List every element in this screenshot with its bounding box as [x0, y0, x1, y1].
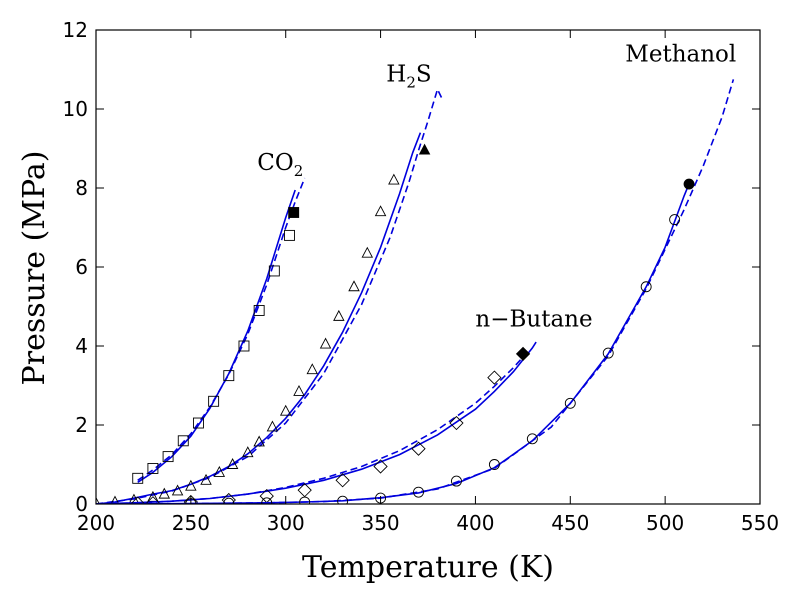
series-n-butane-critical-point — [515, 346, 531, 362]
series-methanol-point — [669, 214, 681, 226]
series-h2s-point — [171, 484, 184, 496]
x-tick-label: 550 — [741, 511, 779, 535]
series-methanol-point — [564, 397, 576, 409]
series-h2s-point — [158, 487, 171, 499]
series-methanol-point — [451, 475, 462, 487]
series-co2-point — [268, 265, 280, 277]
series-h2s-point — [388, 173, 400, 185]
series-h2s-point — [128, 493, 140, 504]
series-methanol-dashed-line — [190, 79, 735, 504]
series-n-butane-point — [449, 415, 464, 431]
series-n-butane-point — [373, 459, 388, 474]
series-h2s-point — [185, 479, 197, 491]
y-tick-label: 10 — [63, 97, 88, 121]
series-h2s-solid-line — [96, 132, 422, 504]
series-n-butane — [96, 341, 537, 504]
series-co2-point — [132, 472, 144, 484]
series-h2s-point — [96, 496, 100, 504]
series-co2-critical-point — [288, 207, 300, 218]
x-tick-label: 300 — [267, 511, 305, 535]
series-n-butane-point — [487, 370, 502, 385]
series-co2-solid-line — [137, 189, 296, 483]
series-layer — [96, 79, 735, 504]
series-n-butane-point — [145, 496, 161, 504]
x-tick-label: 400 — [456, 511, 494, 535]
series-co2-dashed-line — [137, 177, 306, 481]
series-co2-point — [192, 417, 204, 429]
series-methanol — [96, 79, 735, 504]
axes-layer: 200 250 300 350 400 450 500 550 0 2 4 6 8 10 12 CO2 H2S n… — [63, 18, 780, 535]
series-methanol-point — [261, 497, 273, 504]
y-tick-label: 6 — [75, 255, 88, 279]
series-n-butane-point — [183, 494, 198, 504]
series-co2 — [132, 177, 306, 484]
series-h2s-point — [110, 495, 120, 504]
series-h2s-point — [348, 280, 360, 292]
series-methanol-point — [640, 281, 652, 293]
series-co2-point — [208, 395, 220, 407]
series-h2s-point — [319, 337, 332, 349]
y-tick-label: 0 — [75, 492, 88, 516]
series-methanol-point — [526, 433, 538, 445]
series-methanol-point — [337, 495, 349, 504]
series-methanol-point — [413, 486, 424, 498]
series-h2s-critical-point — [418, 143, 431, 155]
series-co2-point — [238, 340, 250, 352]
series-h2s-point — [213, 465, 226, 477]
series-h2s-point — [333, 309, 345, 321]
series-h2s-point — [279, 404, 292, 416]
series-h2s-point — [306, 363, 319, 375]
y-tick-label: 4 — [75, 334, 88, 358]
series-n-butane-solid-line — [96, 341, 537, 504]
x-tick-label: 250 — [172, 511, 210, 535]
series-co2-point — [147, 463, 159, 474]
y-tick-label: 2 — [75, 413, 88, 437]
plot-frame — [95, 29, 761, 505]
series-h2s-point — [374, 205, 387, 217]
series-co2-label: CO2 — [257, 150, 303, 180]
series-co2-point — [162, 451, 174, 463]
series-n-butane-point — [411, 441, 426, 456]
y-tick-label: 12 — [63, 18, 88, 42]
series-h2s-point — [361, 246, 374, 258]
series-h2s-point — [200, 473, 212, 485]
series-h2s-label: H2S — [386, 61, 431, 91]
series-methanol-point — [488, 459, 500, 470]
series-h2s-point — [242, 446, 254, 458]
x-tick-label: 450 — [551, 511, 589, 535]
series-h2s-dashed-line — [96, 87, 444, 504]
series-methanol-point — [602, 347, 614, 359]
y-tick-label: 8 — [75, 176, 88, 200]
series-methanol-label: Methanol — [625, 42, 736, 68]
series-co2-point — [284, 229, 295, 241]
series-n-butane-point — [130, 496, 145, 504]
series-methanol-critical-point — [683, 178, 695, 190]
x-tick-label: 500 — [646, 511, 684, 535]
series-n-butane-point — [335, 473, 350, 488]
series-n-butane-label: n−Butane — [475, 306, 592, 332]
x-tick-label: 200 — [77, 511, 115, 535]
series-methanol-point — [299, 496, 311, 504]
series-methanol-point — [223, 497, 235, 504]
series-h2s-point — [293, 384, 305, 396]
series-n-butane-dashed-line — [133, 356, 524, 504]
series-h2s-point — [266, 420, 279, 432]
y-axis-title: Pressure (MPa) — [17, 151, 52, 386]
x-axis-title: Temperature (K) — [302, 550, 554, 585]
series-co2-point — [223, 370, 235, 382]
series-h2s-point — [253, 435, 265, 447]
series-h2s-point — [226, 458, 239, 469]
series-n-butane-point — [221, 492, 236, 504]
series-h2s — [96, 87, 444, 504]
series-co2-point — [253, 305, 265, 316]
series-co2-point — [177, 435, 189, 447]
x-tick-label: 350 — [361, 511, 399, 535]
